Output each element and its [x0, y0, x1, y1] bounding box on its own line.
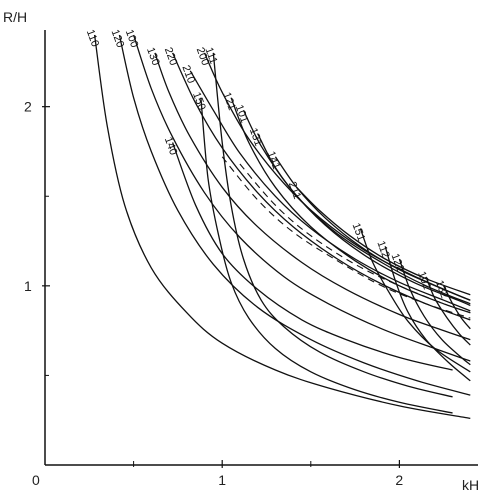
series-label-122: 122	[389, 252, 407, 273]
series-label-200: 200	[194, 46, 212, 67]
series-line-111	[212, 52, 453, 398]
series-label-102: 102	[415, 270, 433, 291]
series-label-110: 110	[84, 28, 101, 49]
series-line-151	[359, 228, 471, 373]
y-tick-label-1: 1	[24, 278, 32, 294]
series-label-100: 100	[123, 28, 141, 49]
x-tick-label-0: 0	[32, 472, 40, 488]
x-tick-label-2: 2	[395, 472, 403, 488]
series-label-131: 131	[247, 126, 265, 147]
series-label-211: 211	[286, 180, 303, 201]
series-label-141: 141	[265, 150, 283, 171]
series-label-140: 140	[162, 135, 180, 156]
series-label-130: 130	[144, 46, 162, 67]
series-line-131	[257, 133, 471, 305]
series-label-121: 121	[220, 91, 238, 112]
dashed-line-1	[221, 156, 471, 319]
series-label-112: 112	[374, 239, 391, 260]
x-tick-label-1: 1	[218, 472, 226, 488]
series-label-210: 210	[179, 64, 197, 85]
series-line-121	[230, 97, 471, 314]
series-line-100	[132, 34, 471, 362]
series-line-120	[118, 34, 471, 396]
series-label-101: 101	[233, 103, 251, 124]
series-line-122	[398, 258, 471, 366]
series-label-151: 151	[350, 221, 368, 242]
series-line-130	[154, 52, 471, 341]
series-line-110	[93, 34, 471, 420]
x-axis-label: kH	[462, 477, 479, 493]
series-label-150: 150	[190, 91, 208, 112]
curves-group	[93, 34, 471, 420]
y-axis-label: R/H	[3, 9, 27, 25]
ticks-group: 0 1 2 1 2	[24, 99, 403, 488]
series-label-120: 120	[109, 28, 127, 49]
series-line-112	[384, 246, 471, 382]
series-label-220: 220	[162, 46, 180, 67]
series-label-111: 111	[202, 46, 219, 66]
series-line-102	[425, 276, 471, 346]
series-line-140	[171, 142, 453, 371]
dashed-line-2	[239, 163, 471, 314]
series-label-132: 132	[433, 279, 451, 300]
series-line-101	[242, 109, 471, 307]
series-line-132	[443, 285, 471, 330]
y-tick-label-2: 2	[24, 99, 32, 115]
series-line-150	[200, 97, 453, 414]
